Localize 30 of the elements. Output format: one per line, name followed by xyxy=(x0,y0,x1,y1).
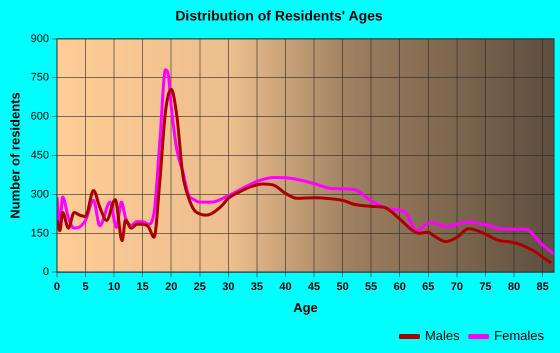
x-tick-label: 50 xyxy=(336,280,349,293)
x-tick-label: 85 xyxy=(536,280,549,293)
x-tick-label: 40 xyxy=(279,280,292,293)
y-tick-label: 0 xyxy=(42,266,49,278)
x-tick-label: 10 xyxy=(108,280,120,293)
x-tick-label: 5 xyxy=(82,280,89,293)
chart-title: Distribution of Residents' Ages xyxy=(175,7,383,24)
x-tick-label: 0 xyxy=(54,280,60,293)
x-tick-label: 35 xyxy=(250,280,264,293)
y-tick-label: 450 xyxy=(30,150,49,162)
x-tick-label: 70 xyxy=(450,280,463,293)
x-tick-label: 30 xyxy=(222,280,234,293)
x-tick-label: 25 xyxy=(194,280,206,293)
y-tick-label: 300 xyxy=(30,188,49,200)
x-tick-label: 55 xyxy=(365,280,378,293)
x-tick-label: 80 xyxy=(508,280,520,293)
x-tick-label: 20 xyxy=(165,280,178,293)
legend-label: Males xyxy=(424,328,460,344)
y-tick-label: 900 xyxy=(30,32,49,45)
y-tick-label: 150 xyxy=(30,227,49,240)
y-tick-label: 600 xyxy=(30,110,49,123)
x-tick-label: 60 xyxy=(394,280,406,293)
y-axis-title: Number of residents xyxy=(7,92,22,219)
x-tick-label: 75 xyxy=(479,280,492,293)
x-axis-title: Age xyxy=(293,300,318,315)
x-tick-label: 15 xyxy=(136,280,149,293)
legend-label: Females xyxy=(494,328,544,344)
x-tick-label: 65 xyxy=(422,280,434,293)
x-tick-label: 45 xyxy=(308,280,320,293)
y-tick-label: 750 xyxy=(30,72,49,84)
